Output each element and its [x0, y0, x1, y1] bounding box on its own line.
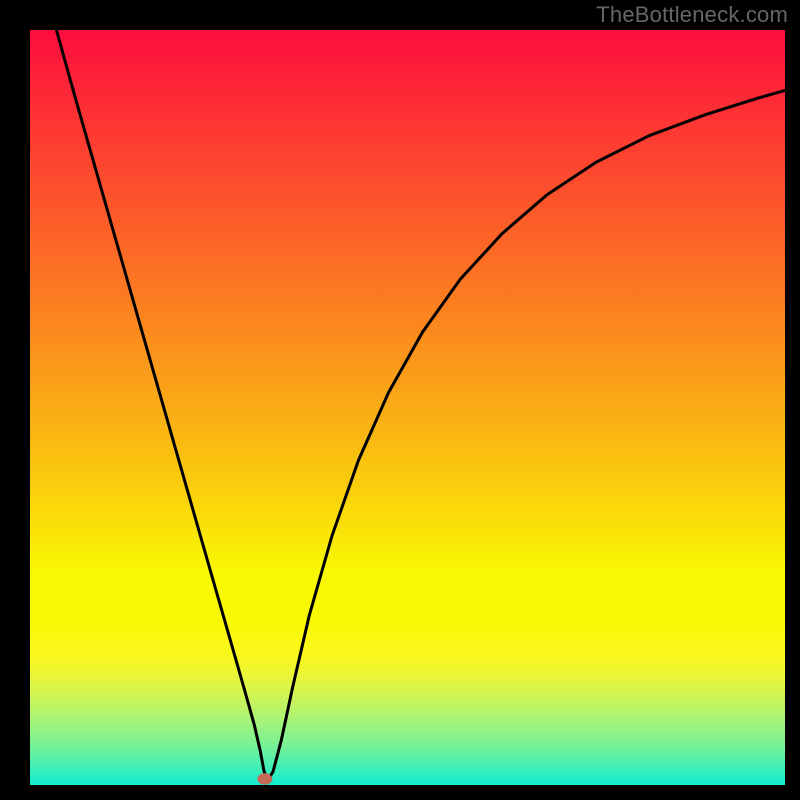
bottleneck-curve-chart [30, 30, 785, 785]
chart-frame: TheBottleneck.com [0, 0, 800, 800]
minimum-marker [257, 773, 272, 784]
watermark-text: TheBottleneck.com [596, 2, 788, 28]
gradient-background [30, 30, 785, 785]
plot-area [30, 30, 785, 785]
